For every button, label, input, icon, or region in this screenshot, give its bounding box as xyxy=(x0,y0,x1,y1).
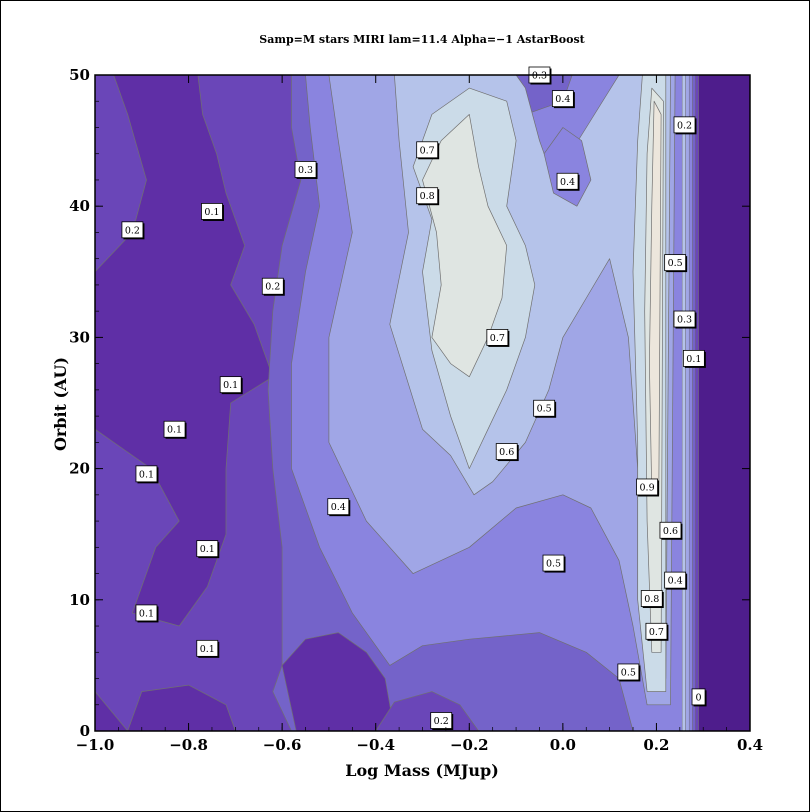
contour-label-text: 0.2 xyxy=(434,716,449,727)
contour-label-text: 0.1 xyxy=(139,608,154,619)
contour-label-text: 0.6 xyxy=(499,447,514,458)
contour-label-text: 0.7 xyxy=(490,333,505,344)
contour-label-28: 0.1 xyxy=(196,639,220,658)
contour-label-text: 0.5 xyxy=(621,667,636,678)
y-tick-label: 30 xyxy=(69,328,90,346)
contour-label-text: 0.2 xyxy=(125,225,140,236)
contour-label-text: 0.4 xyxy=(668,576,683,587)
contour-label-text: 0.5 xyxy=(668,258,683,269)
contour-label-21: 0.6 xyxy=(659,521,683,540)
contour-label-2: 0.2 xyxy=(673,116,697,135)
gradient-band-2 xyxy=(688,75,693,731)
contour-label-27: 0.7 xyxy=(645,622,669,641)
contour-label-10: 0.2 xyxy=(261,277,285,296)
contour-label-17: 0.6 xyxy=(495,443,519,462)
contour-label-8: 0.2 xyxy=(121,221,145,240)
contour-labels: 0.3 0.4 0.2 0.7 0.3 0.4 0.8 0.1 0.2 0.5 0.2 0.3 0.7 0… xyxy=(121,66,707,731)
contour-label-text: 0.8 xyxy=(644,594,659,605)
contour-label-text: 0.1 xyxy=(200,544,215,555)
contour-label-text: 0.4 xyxy=(555,94,570,105)
contour-label-text: 0.1 xyxy=(686,354,701,365)
contour-label-19: 0.9 xyxy=(636,478,660,497)
contour-label-text: 0.7 xyxy=(649,627,664,638)
contour-label-text: 0.3 xyxy=(532,71,547,82)
contour-label-text: 0.1 xyxy=(223,380,238,391)
contour-label-text: 0.1 xyxy=(167,425,182,436)
contour-label-text: 0.4 xyxy=(560,177,575,188)
contour-label-text: 0.2 xyxy=(677,120,692,131)
contour-label-9: 0.5 xyxy=(664,254,688,273)
contour-label-text: 0.7 xyxy=(420,145,435,156)
y-tick-label: 40 xyxy=(69,197,90,215)
axes: −1.0 −0.8 −0.6 −0.4 −0.2 0.0 0.2 0.4 0 10 20 30 40 50 xyxy=(69,66,763,754)
x-tick-label: 0.0 xyxy=(550,736,576,754)
gradient-band-4 xyxy=(695,75,699,731)
x-tick-label: −1.0 xyxy=(76,736,115,754)
contour-label-text: 0.2 xyxy=(265,282,280,293)
x-tick-label: −0.4 xyxy=(356,736,395,754)
contour-label-text: 0.4 xyxy=(331,502,346,513)
contour-label-16: 0.1 xyxy=(163,420,187,439)
contour-label-3: 0.7 xyxy=(416,141,440,160)
contour-fills xyxy=(95,75,750,731)
contour-label-text: 0.5 xyxy=(537,404,552,415)
contour-label-14: 0.1 xyxy=(219,376,243,395)
contour-label-4: 0.3 xyxy=(294,161,318,179)
y-axis-label: Orbit (AU) xyxy=(51,357,70,451)
x-tick-label: −0.8 xyxy=(169,736,208,754)
y-tick-label: 0 xyxy=(80,722,90,740)
contour-label-11: 0.3 xyxy=(673,310,697,329)
contour-label-text: 0.3 xyxy=(677,315,692,326)
contour-label-26: 0.1 xyxy=(135,604,159,623)
contour-label-31: 0.2 xyxy=(430,712,454,731)
contour-label-18: 0.1 xyxy=(135,465,159,484)
contour-label-29: 0.5 xyxy=(617,663,641,682)
contour-label-6: 0.8 xyxy=(416,187,440,206)
contour-label-20: 0.4 xyxy=(327,498,351,517)
contour-label-text: 0.5 xyxy=(546,559,561,570)
contour-region-0-8-8 xyxy=(422,114,508,378)
contour-label-7: 0.1 xyxy=(201,203,224,221)
y-tick-label: 20 xyxy=(69,460,90,478)
gradient-band-0 xyxy=(681,75,686,731)
contour-label-30: 0 xyxy=(691,688,707,707)
contour-label-text: 0.9 xyxy=(640,482,655,493)
x-tick-label: −0.2 xyxy=(450,736,489,754)
contour-label-text: 0 xyxy=(696,692,702,703)
contour-label-13: 0.1 xyxy=(682,349,706,368)
y-tick-label: 10 xyxy=(69,591,90,609)
chart-title: Samp=M stars MIRI lam=11.4 Alpha=−1 Asta… xyxy=(259,33,585,46)
gradient-band-1 xyxy=(685,75,690,731)
contour-region-0-14 xyxy=(698,75,750,731)
contour-label-23: 0.5 xyxy=(542,554,566,573)
y-tick-label: 50 xyxy=(69,66,90,84)
contour-label-5: 0.4 xyxy=(556,172,580,191)
contour-label-12: 0.7 xyxy=(486,328,510,347)
gradient-band-3 xyxy=(692,75,696,731)
contour-label-text: 0.3 xyxy=(298,165,313,176)
x-tick-label: −0.6 xyxy=(263,736,302,754)
contour-label-text: 0.1 xyxy=(200,644,215,655)
contour-label-text: 0.8 xyxy=(420,191,435,202)
x-axis-label: Log Mass (MJup) xyxy=(345,761,499,780)
contour-label-text: 0.6 xyxy=(663,526,678,537)
contour-label-1: 0.4 xyxy=(551,90,575,109)
contour-label-22: 0.1 xyxy=(196,540,220,559)
contour-label-15: 0.5 xyxy=(533,399,557,418)
contour-label-24: 0.4 xyxy=(664,571,688,590)
contour-label-text: 0.1 xyxy=(139,469,154,480)
x-tick-label: 0.2 xyxy=(643,736,669,754)
x-tick-label: 0.4 xyxy=(737,736,763,754)
contour-label-25: 0.8 xyxy=(640,590,664,608)
contour-label-text: 0.1 xyxy=(204,207,219,218)
